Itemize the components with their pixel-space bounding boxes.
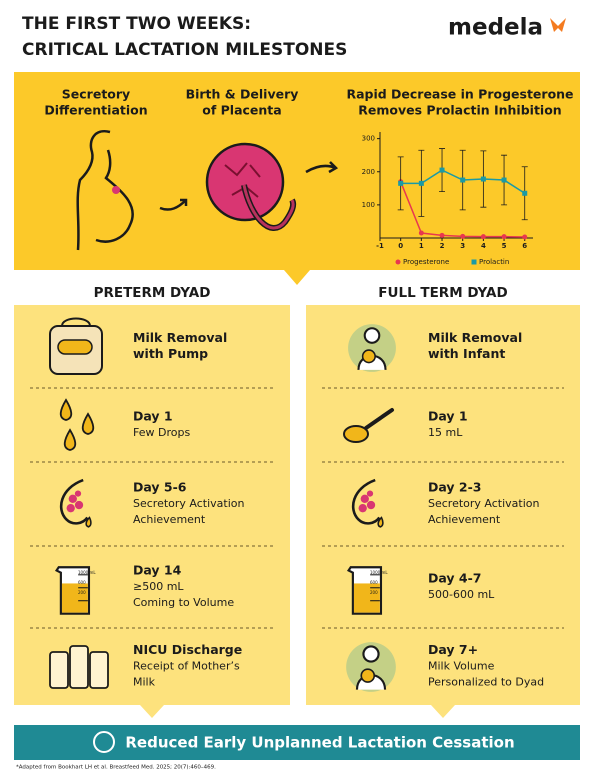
item-text: Coming to Volume	[133, 596, 234, 609]
item-title: NICU Discharge	[133, 642, 242, 657]
x-tick-label: 0	[398, 242, 403, 250]
item-text: Achievement	[133, 513, 206, 526]
item-title: Day 4-7	[428, 571, 482, 586]
banner	[14, 725, 580, 760]
marker	[439, 232, 445, 238]
beaker-scale: 1000 mL 600 200 1000 mL 600 200	[78, 570, 388, 595]
item-title: Day 1	[428, 409, 468, 424]
logo: medela	[448, 15, 543, 41]
x-tick-label: 6	[522, 242, 527, 250]
item-text: Milk	[133, 676, 156, 689]
stage-label: Secretory	[62, 87, 130, 102]
column-title: FULL TERM DYAD	[378, 285, 507, 301]
legend-label: Prolactin	[479, 258, 509, 266]
marker	[480, 176, 486, 182]
pregnant-illustration	[76, 129, 134, 251]
item-text: 15 mL	[428, 426, 463, 439]
spoon-icon	[343, 408, 394, 443]
marker	[439, 167, 445, 173]
chart: 100 200 300 -1 0 1 2 3 4 5 6 Progesterone Prolactin	[362, 132, 533, 266]
item-title: Day 5-6	[133, 480, 187, 495]
placenta-illustration	[205, 142, 297, 231]
beaker-label: 1000 mL	[78, 570, 96, 575]
marker	[418, 180, 424, 186]
item-title: with Infant	[428, 346, 505, 361]
beaker-label: 600	[78, 580, 86, 585]
stage-label: Removes Prolactin Inhibition	[358, 103, 561, 118]
item-text: 500-600 mL	[428, 588, 495, 601]
stage-label: of Placenta	[202, 103, 281, 118]
marker	[418, 230, 424, 236]
x-tick-label: 3	[460, 242, 465, 250]
item-text: Few Drops	[133, 426, 190, 439]
x-tick-label: -1	[376, 242, 384, 250]
title-line: THE FIRST TWO WEEKS:	[22, 14, 251, 34]
marker	[501, 234, 507, 240]
item-title: Milk Removal	[133, 330, 227, 345]
marker	[480, 234, 486, 240]
item-text: Milk Volume	[428, 660, 495, 673]
beaker-label: 600	[370, 580, 378, 585]
item-title: Milk Removal	[428, 330, 522, 345]
stage-label: Differentiation	[44, 103, 147, 118]
item-title: Day 14	[133, 563, 182, 578]
legend-marker	[471, 259, 477, 265]
breastfeeding-icon	[345, 641, 397, 693]
marker	[522, 190, 528, 196]
marker	[501, 177, 507, 183]
beaker-label: 200	[78, 590, 86, 595]
bottles-icon	[49, 645, 109, 689]
target-icon	[93, 731, 115, 753]
stage-label: Rapid Decrease in Progesterone	[346, 87, 573, 102]
x-tick-label: 1	[419, 242, 424, 250]
y-tick-label: 100	[362, 201, 375, 209]
legend-marker	[395, 259, 401, 265]
x-tick-label: 4	[481, 242, 486, 250]
marker	[398, 180, 404, 186]
stage-label: Birth & Delivery	[186, 87, 299, 102]
y-tick-label: 300	[362, 135, 375, 143]
title-line: CRITICAL LACTATION MILESTONES	[22, 40, 347, 60]
item-text: Personalized to Dyad	[428, 676, 544, 689]
marker	[460, 177, 466, 183]
x-tick-label: 5	[502, 242, 507, 250]
item-text: Receipt of Mother’s	[133, 660, 240, 673]
item-title: Day 7+	[428, 642, 478, 657]
column-title: PRETERM DYAD	[94, 285, 211, 301]
item-text: Secretory Activation	[133, 497, 245, 510]
beaker-label: 1000 mL	[370, 570, 388, 575]
marker	[460, 233, 466, 239]
pump-icon	[49, 317, 103, 375]
logo-mark	[550, 18, 566, 32]
legend-label: Progesterone	[403, 258, 449, 266]
banner-text: Reduced Early Unplanned Lactation Cessat…	[125, 734, 514, 752]
infant-icon	[347, 323, 397, 373]
top-band	[14, 72, 580, 285]
arrow	[159, 198, 188, 211]
item-title: Day 1	[133, 409, 173, 424]
item-text: Secretory Activation	[428, 497, 540, 510]
item-text: Achievement	[428, 513, 501, 526]
x-tick-label: 2	[440, 242, 445, 250]
arrow	[305, 161, 339, 174]
marker	[522, 234, 528, 240]
item-title: Day 2-3	[428, 480, 482, 495]
beaker-label: 200	[370, 590, 378, 595]
y-tick-label: 200	[362, 168, 375, 176]
footnote: *Adapted from Bookhart LH et al. Breastf…	[16, 765, 216, 771]
item-title: with Pump	[133, 346, 208, 361]
drops-icon	[59, 398, 95, 451]
item-text: ≥500 mL	[133, 580, 184, 593]
